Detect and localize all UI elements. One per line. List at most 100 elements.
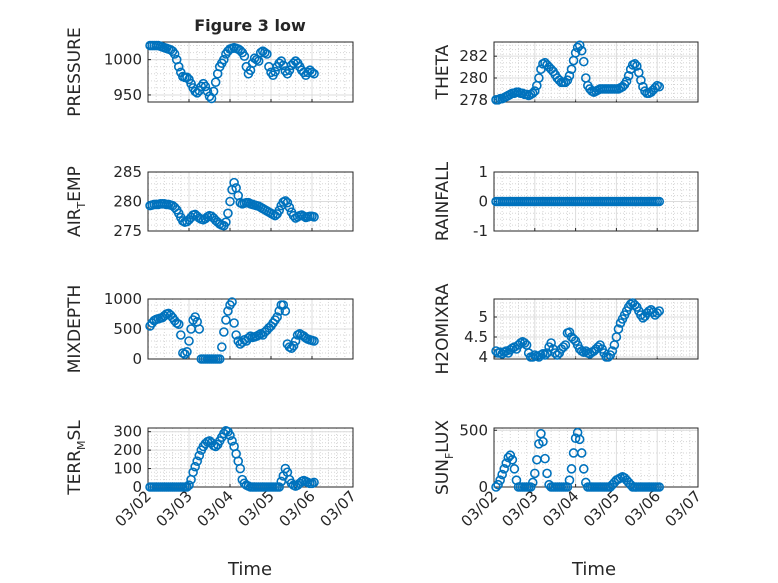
data-point <box>190 312 200 322</box>
y-axis-label: SUNFLUX <box>433 420 456 495</box>
data-point <box>231 330 241 340</box>
data-point <box>519 338 530 348</box>
data-point <box>527 477 538 488</box>
data-point <box>284 202 295 213</box>
data-point <box>251 54 262 65</box>
data-point <box>309 68 319 79</box>
data-point <box>621 76 632 87</box>
y-tick-label: 0 <box>132 350 142 368</box>
data-point <box>560 77 571 88</box>
data-point <box>194 324 205 334</box>
data-point <box>280 306 291 316</box>
y-tick-label: -1 <box>473 222 488 240</box>
data-point <box>636 75 646 85</box>
data-point <box>546 338 556 348</box>
x-tick-label: 03/05 <box>235 487 278 530</box>
data-point <box>188 467 198 478</box>
data-point <box>217 342 227 352</box>
data-point <box>272 312 282 322</box>
y-tick-label: 282 <box>459 47 488 65</box>
x-tick-label: 03/06 <box>621 487 664 530</box>
data-point <box>223 306 233 316</box>
y-tick-label: 500 <box>113 320 142 338</box>
data-point <box>576 448 587 458</box>
y-tick-label: 950 <box>113 86 142 104</box>
data-point <box>173 319 184 330</box>
data-point <box>499 464 510 474</box>
data-point <box>540 350 550 360</box>
y-tick-label: 1000 <box>104 51 142 69</box>
data-point <box>274 482 285 492</box>
data-point <box>221 217 231 227</box>
y-axis-label: RAINFALL <box>433 161 453 241</box>
data-point <box>574 40 585 51</box>
data-point <box>225 430 235 441</box>
data-point <box>578 464 589 474</box>
axes-box <box>147 41 354 103</box>
data-point <box>631 61 642 71</box>
data-point <box>192 456 202 466</box>
data-point <box>540 453 550 464</box>
y-tick-label: 1000 <box>104 290 142 308</box>
data-point <box>529 468 540 479</box>
data-point <box>529 86 540 96</box>
data-point <box>564 71 575 81</box>
x-tick-label: 03/06 <box>276 487 319 530</box>
data-point <box>227 297 237 307</box>
data-point <box>169 49 180 59</box>
subplot-pressure: 950 1000 PRESSURE <box>65 27 354 117</box>
data-point <box>303 67 313 78</box>
x-tick-label: 03/04 <box>194 487 237 530</box>
data-point <box>566 64 577 75</box>
x-tick-label: 03/07 <box>317 487 360 530</box>
data-point <box>558 342 569 352</box>
data-point <box>307 67 317 78</box>
data-point <box>184 336 194 346</box>
axes-box <box>493 41 699 103</box>
data-point <box>227 436 237 446</box>
data-point <box>184 480 194 490</box>
data-point <box>538 436 548 447</box>
data-point <box>290 336 301 346</box>
y-axis-label: PRESSURE <box>65 27 85 116</box>
data-point <box>253 56 264 66</box>
data-point <box>560 340 571 350</box>
subplot-theta: 278 280 282 THETA <box>433 40 699 109</box>
x-tick-label: 03/04 <box>539 487 582 530</box>
y-tick-label: 285 <box>113 163 142 181</box>
data-point <box>650 83 660 93</box>
data-point <box>629 59 640 69</box>
y-tick-label: 300 <box>113 423 142 441</box>
y-tick-label: 280 <box>459 69 488 87</box>
x-tick-label: 03/03 <box>498 487 541 530</box>
data-point <box>570 48 581 58</box>
data-point <box>491 482 501 492</box>
data-point <box>623 71 634 81</box>
data-point <box>235 463 246 474</box>
data-point <box>654 81 665 92</box>
data-point <box>219 327 229 337</box>
data-point <box>223 208 233 219</box>
data-point <box>202 86 213 97</box>
data-point <box>570 433 581 444</box>
x-axis-label-left: Time <box>227 559 272 580</box>
data-point <box>578 56 589 67</box>
data-point <box>542 468 552 479</box>
data-point <box>309 212 319 222</box>
subplot-h2omixra: 4 4.5 5 H2OMIXRA <box>433 283 699 375</box>
data-point <box>509 464 520 474</box>
y-axis-label: MIXDEPTH <box>65 285 85 374</box>
data-point <box>239 51 250 61</box>
y-tick-label: 4.5 <box>464 328 488 346</box>
data-point <box>208 86 219 97</box>
data-point <box>566 464 577 474</box>
y-tick-label: 500 <box>459 421 488 439</box>
data-point <box>214 354 225 364</box>
plot-area <box>148 42 353 102</box>
x-tick-label: 03/07 <box>662 487 705 530</box>
data-point <box>229 177 239 188</box>
subplot-sun_flux: 03/0203/0303/0403/0503/0603/070500SUNFLU… <box>433 420 705 531</box>
x-tick-label: 03/05 <box>580 487 623 530</box>
y-tick-label: 1 <box>478 163 488 181</box>
y-tick-label: 280 <box>113 193 142 211</box>
